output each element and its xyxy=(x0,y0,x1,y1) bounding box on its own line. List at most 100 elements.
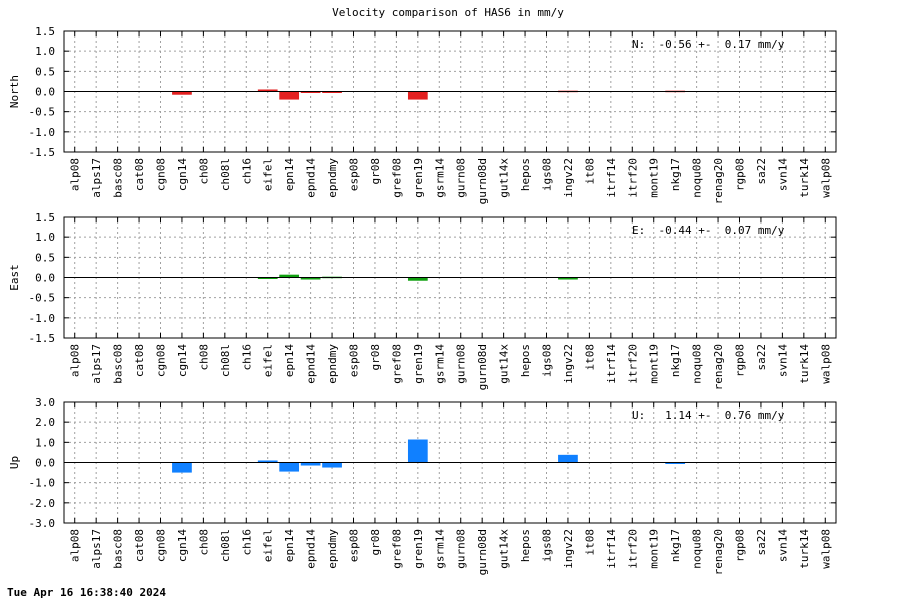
x-tick-label: cat08 xyxy=(133,344,146,377)
x-tick-label: svn14 xyxy=(776,529,789,562)
x-tick-label: gsrm14 xyxy=(433,158,446,198)
x-tick-label: gurn08 xyxy=(455,344,468,384)
x-tick-label: ch08 xyxy=(197,158,210,185)
x-tick-label: mont19 xyxy=(648,344,661,384)
x-tick-label: ingv22 xyxy=(562,158,575,198)
y-tick-label: 0.5 xyxy=(35,251,55,264)
bar-epnd14 xyxy=(300,277,321,280)
x-tick-label: cgn08 xyxy=(155,529,168,562)
x-tick-label: gr08 xyxy=(369,158,382,185)
bar-epndmy xyxy=(322,462,342,468)
y-tick-label: 0.5 xyxy=(35,65,55,78)
x-tick-label: walp08 xyxy=(819,344,832,384)
x-tick-label: it08 xyxy=(583,529,596,556)
bar-ingv22 xyxy=(558,454,578,463)
y-tick-label: 0.0 xyxy=(35,272,55,285)
x-tick-label: hepos xyxy=(519,344,532,377)
velocity-annotation: N: -0.56 +- 0.17 mm/y xyxy=(632,38,785,51)
x-tick-label: nkg17 xyxy=(669,344,682,377)
bar-ingv22 xyxy=(558,277,578,280)
x-tick-label: gref08 xyxy=(390,158,403,198)
x-tick-label: gref08 xyxy=(390,344,403,384)
y-tick-label: 3.0 xyxy=(35,396,55,409)
x-tick-label: itrf20 xyxy=(626,344,639,384)
x-tick-label: it08 xyxy=(583,158,596,185)
y-tick-label: -3.0 xyxy=(29,517,56,530)
y-tick-label: 0.0 xyxy=(35,86,55,99)
bar-eifel xyxy=(257,277,278,279)
x-tick-label: basc08 xyxy=(112,158,125,198)
y-tick-label: -1.0 xyxy=(29,126,56,139)
bar-epnd14 xyxy=(300,91,321,93)
x-tick-label: mont19 xyxy=(648,158,661,198)
bar-epn14 xyxy=(279,274,300,278)
x-tick-label: itrf14 xyxy=(605,529,618,569)
bar-gren19 xyxy=(407,91,428,100)
x-tick-label: basc08 xyxy=(112,529,125,569)
x-tick-label: nkg17 xyxy=(669,158,682,191)
x-tick-label: gref08 xyxy=(390,529,403,569)
x-tick-label: esp08 xyxy=(348,529,361,562)
y-tick-label: 1.5 xyxy=(35,211,55,224)
bar-epnd14 xyxy=(300,462,321,466)
y-tick-label: 2.0 xyxy=(35,416,55,429)
x-tick-label: rgp08 xyxy=(734,344,747,377)
x-tick-label: rgp08 xyxy=(734,529,747,562)
x-tick-label: igs08 xyxy=(541,158,554,191)
y-tick-label: -1.5 xyxy=(29,332,56,345)
x-tick-label: epnd14 xyxy=(305,529,318,569)
x-tick-label: cgn08 xyxy=(155,344,168,377)
x-tick-label: eifel xyxy=(262,158,275,191)
x-tick-label: cat08 xyxy=(133,158,146,191)
bar-cgn14 xyxy=(172,91,192,95)
x-tick-label: basc08 xyxy=(112,344,125,384)
y-tick-label: 0.0 xyxy=(35,457,55,470)
y-axis-label: East xyxy=(8,264,21,291)
x-tick-label: itrf20 xyxy=(626,529,639,569)
x-tick-label: nkg17 xyxy=(669,529,682,562)
x-tick-label: sa22 xyxy=(755,529,768,556)
x-tick-label: ch16 xyxy=(240,158,253,185)
y-tick-label: -1.0 xyxy=(29,477,56,490)
bar-eifel xyxy=(257,460,278,463)
chart-title: Velocity comparison of HAS6 in mm/y xyxy=(332,6,564,19)
x-tick-label: igs08 xyxy=(541,344,554,377)
x-tick-label: turk14 xyxy=(798,529,811,569)
x-tick-label: gut14x xyxy=(498,158,511,198)
x-tick-label: epn14 xyxy=(283,529,296,562)
bar-epn14 xyxy=(279,91,300,100)
x-tick-label: epndmy xyxy=(326,344,339,384)
x-tick-label: walp08 xyxy=(819,529,832,569)
x-tick-label: eifel xyxy=(262,529,275,562)
x-tick-label: renag20 xyxy=(712,158,725,204)
x-tick-label: gr08 xyxy=(369,529,382,556)
bar-gren19 xyxy=(407,277,428,281)
bar-gren19 xyxy=(407,439,428,463)
x-tick-label: gren19 xyxy=(412,529,425,569)
x-tick-label: renag20 xyxy=(712,529,725,575)
x-tick-label: gurn08d xyxy=(476,344,489,390)
y-tick-label: -0.5 xyxy=(29,292,56,305)
x-tick-label: cat08 xyxy=(133,529,146,562)
velocity-annotation: U: 1.14 +- 0.76 mm/y xyxy=(632,409,785,422)
bar-epndmy xyxy=(322,91,342,93)
x-tick-label: ch16 xyxy=(240,344,253,371)
y-tick-label: 1.5 xyxy=(35,25,55,38)
x-tick-label: gren19 xyxy=(412,158,425,198)
x-tick-label: epndmy xyxy=(326,529,339,569)
bar-nkg17 xyxy=(665,462,686,464)
x-tick-label: gren19 xyxy=(412,344,425,384)
x-tick-label: cgn08 xyxy=(155,158,168,191)
x-tick-label: gurn08d xyxy=(476,158,489,204)
bar-eifel xyxy=(257,89,278,92)
x-tick-label: ch08l xyxy=(219,158,232,191)
x-tick-label: hepos xyxy=(519,158,532,191)
plot-frame xyxy=(63,401,837,524)
x-tick-label: gurn08 xyxy=(455,529,468,569)
bar-epn14 xyxy=(279,462,300,472)
y-tick-label: 1.0 xyxy=(35,45,55,58)
y-tick-label: -0.5 xyxy=(29,106,56,119)
x-tick-label: gsrm14 xyxy=(433,344,446,384)
x-tick-label: cgn14 xyxy=(176,529,189,562)
